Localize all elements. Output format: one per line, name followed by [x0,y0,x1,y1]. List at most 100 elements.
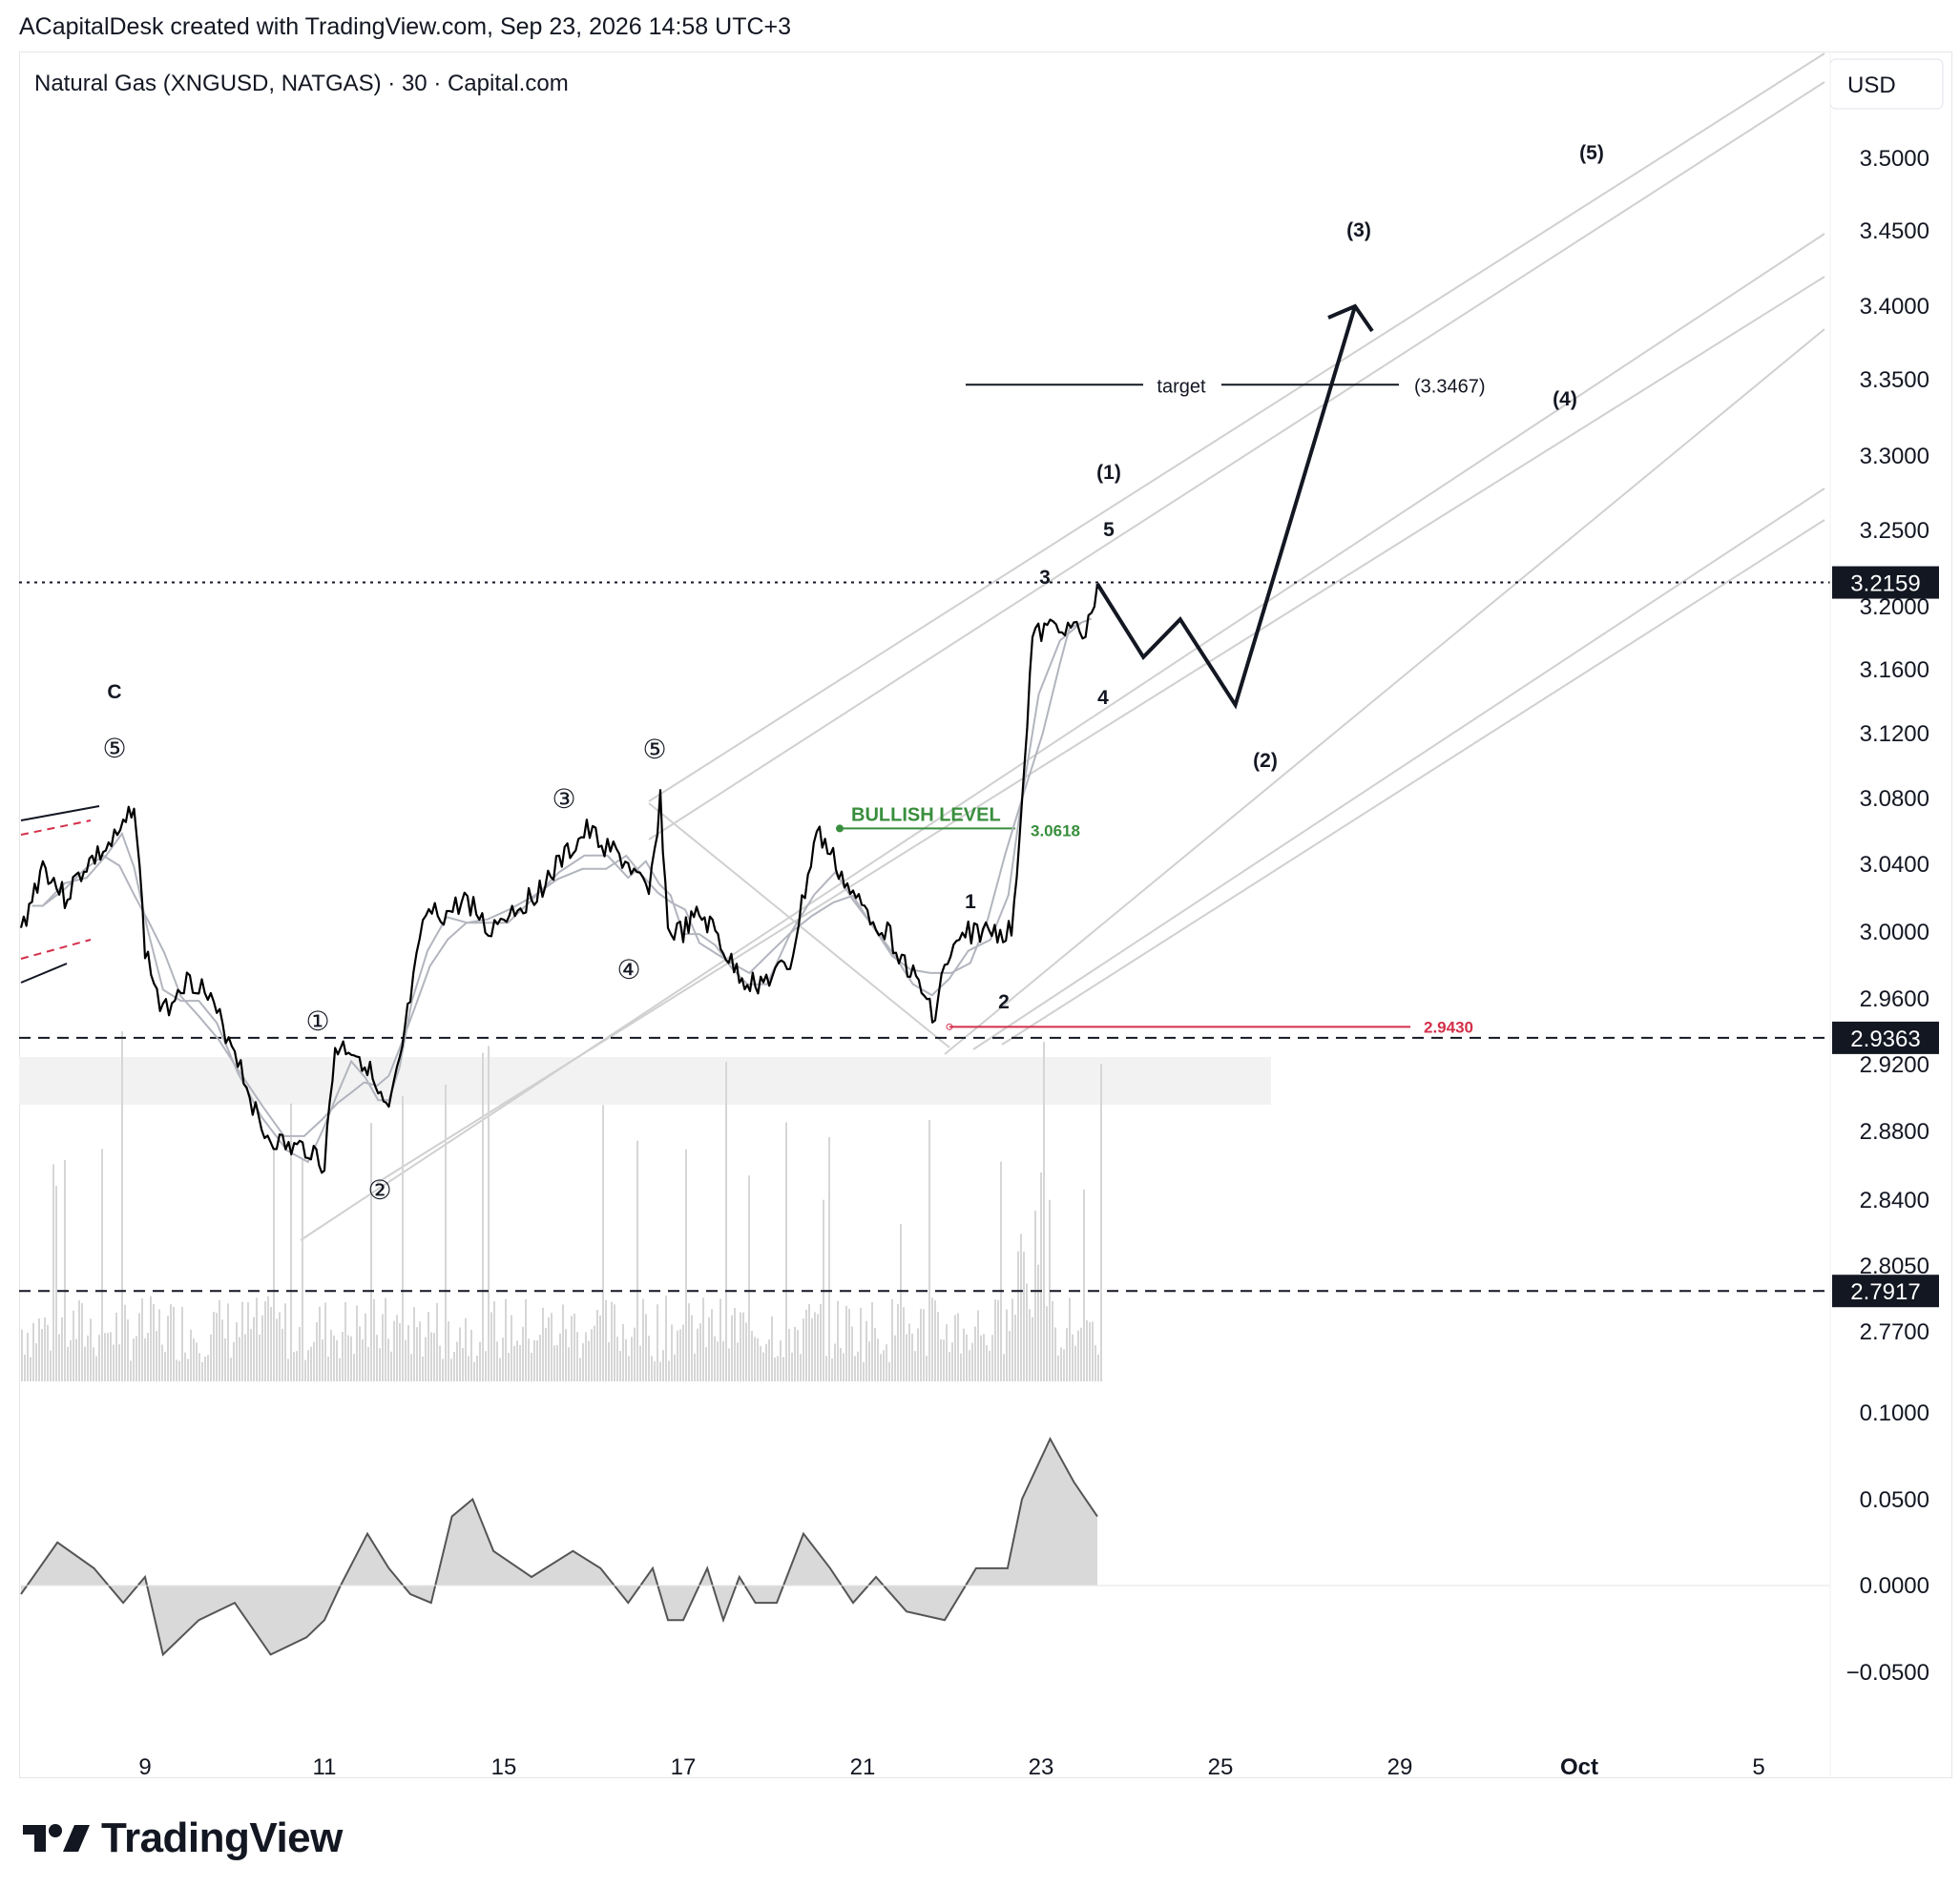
wave-label-minor: 1 [965,891,976,913]
wedge-line [20,805,100,821]
volume-bar [1063,1349,1065,1381]
wave-label-minor: 3 [1039,567,1051,589]
volume-bar [843,1353,844,1381]
x-axis-tick-label: 5 [1752,1754,1764,1780]
volume-bar [230,1358,232,1381]
volume-bar [44,1317,46,1381]
volume-bar [1000,1161,1002,1381]
volume-bar [330,1330,332,1381]
volume-bar [714,1336,716,1381]
volume-bar [803,1318,804,1381]
volume-bar [402,1095,404,1381]
volume-bar [782,1357,784,1381]
volume-bar [605,1299,607,1381]
wave-label-major: (1) [1096,462,1121,484]
price-badge-label: 2.7917 [1850,1279,1920,1305]
volume-bar [187,1358,189,1381]
chart-frame[interactable] [19,52,1952,1778]
y-axis-tick-label: 3.0400 [1860,852,1929,878]
volume-bar [591,1329,593,1381]
volume-bar [1032,1317,1033,1381]
volume-bar [697,1328,699,1381]
stop-level-value: 2.9430 [1424,1018,1473,1036]
volume-bar [551,1313,553,1381]
volume-bar [27,1332,29,1381]
volume-bar [1092,1321,1094,1381]
volume-bar [963,1328,965,1381]
volume-bar [419,1321,421,1381]
volume-bar [181,1306,183,1381]
volume-bar [176,1359,177,1381]
volume-bar [247,1302,249,1381]
volume-bar [926,1356,928,1381]
volume-bar [525,1298,527,1381]
volume-bar [267,1296,269,1381]
volume-bar [113,1344,115,1381]
channel-line [648,81,1825,840]
volume-bar [668,1360,670,1381]
volume-bar [193,1338,195,1381]
volume-bar [911,1333,913,1381]
volume-bar [662,1350,664,1381]
volume-bar [70,1339,72,1381]
volume-bar [150,1296,152,1381]
volume-bar [396,1315,398,1381]
volume-bar [837,1300,839,1381]
volume-bar [848,1308,850,1381]
volume-bar [273,1147,275,1381]
volume-bar [854,1356,856,1381]
volume-bar [731,1315,733,1381]
volume-bar [742,1312,744,1381]
volume-bar [190,1329,192,1381]
volume-bar [459,1327,461,1381]
volume-bar [359,1326,361,1381]
volume-bar [133,1337,135,1381]
volume-bar [370,1123,372,1381]
volume-bar [777,1356,779,1381]
wave-label-minor: 5 [1103,519,1115,541]
volume-bar [64,1159,66,1381]
oscillator-tick-label: 0.0500 [1860,1487,1929,1513]
volume-bar [616,1337,618,1381]
tradingview-logo[interactable]: TradingView [21,1814,343,1862]
y-axis-tick-label: 3.3500 [1860,367,1929,393]
volume-bar [365,1313,366,1381]
volume-bar [405,1339,407,1381]
volume-bar [322,1338,323,1381]
volume-bar [920,1308,922,1381]
volume-bar [47,1324,49,1381]
volume-bar [679,1329,681,1381]
wave-label-circled: ① [305,1006,329,1037]
volume-bar [1003,1354,1005,1381]
volume-bar [883,1350,885,1381]
wedge-line [20,819,92,836]
volume-bar [410,1354,412,1381]
y-axis-tick-label: 3.4000 [1860,294,1929,320]
volume-bar [95,1356,97,1381]
wave-label-minor: C [107,681,121,703]
volume-bar [642,1298,644,1381]
volume-bar [1037,1264,1039,1381]
wave-label-major: (5) [1579,142,1604,164]
volume-bar [934,1299,936,1381]
volume-bar [253,1317,255,1381]
y-axis-tick-label: 3.3000 [1860,444,1929,469]
volume-bar [470,1329,472,1381]
volume-bar [634,1327,636,1381]
volume-bar [496,1341,498,1381]
volume-bar [949,1352,950,1381]
volume-bar [1057,1355,1059,1381]
oscillator-tick-label: 0.1000 [1860,1400,1929,1426]
volume-bar [946,1324,948,1381]
y-axis-tick-label: 2.8800 [1860,1119,1929,1145]
oscillator-tick-label: 0.0000 [1860,1573,1929,1599]
volume-bar [528,1338,530,1381]
volume-bar [350,1336,352,1381]
volume-bar [851,1326,853,1381]
volume-bar [173,1306,175,1381]
volume-bar [399,1323,401,1381]
volume-bar [622,1323,624,1381]
volume-bar [573,1314,575,1381]
volume-bar [951,1342,953,1381]
